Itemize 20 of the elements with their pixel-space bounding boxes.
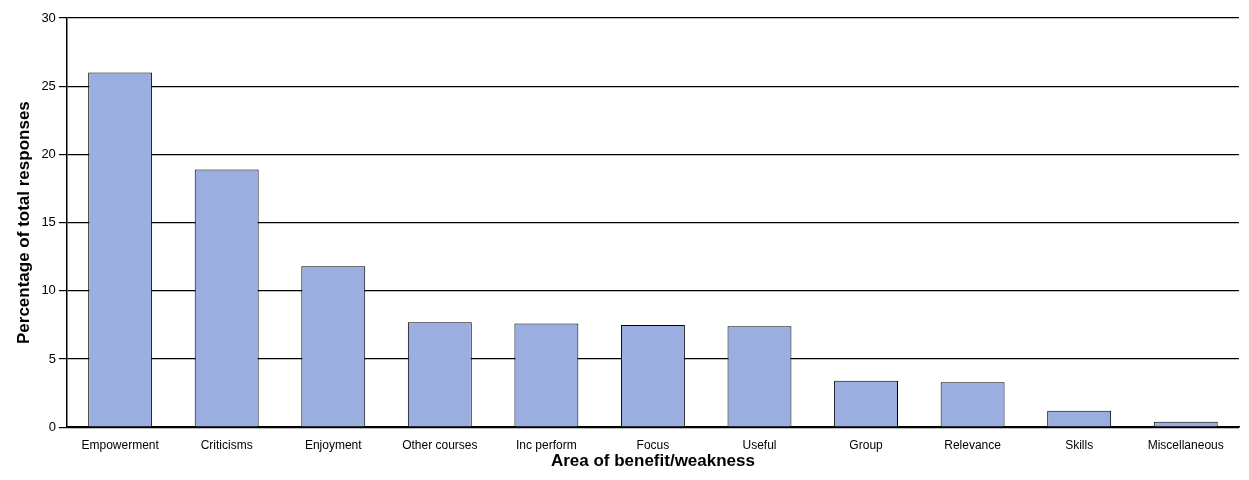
x-tick-label: Inc perform bbox=[516, 437, 577, 452]
x-tick-label: Useful bbox=[742, 437, 777, 452]
x-tick-label: Criticisms bbox=[200, 437, 253, 452]
x-tick-label: Group bbox=[849, 437, 884, 452]
x-tick-label: Miscellaneous bbox=[1147, 437, 1224, 452]
x-tick-label: Other courses bbox=[402, 437, 478, 452]
x-tick-label: Skills bbox=[1065, 437, 1094, 452]
x-axis-title: Area of benefit/weakness bbox=[550, 451, 755, 471]
y-tick-label: 30 bbox=[41, 9, 56, 25]
x-tick-label: Enjoyment bbox=[304, 437, 363, 452]
y-tick-label: 15 bbox=[41, 214, 56, 230]
y-tick-label: 0 bbox=[48, 418, 56, 434]
y-tick-label: 25 bbox=[41, 77, 56, 93]
x-tick-label: Relevance bbox=[944, 437, 1002, 452]
y-tick-label: 5 bbox=[48, 350, 56, 366]
x-tick-label: Focus bbox=[636, 437, 670, 452]
y-axis-title: Percentage of total responses bbox=[13, 101, 33, 345]
x-tick-label: Empowerment bbox=[81, 437, 160, 452]
y-tick-label: 10 bbox=[41, 282, 56, 298]
y-tick-label: 20 bbox=[41, 145, 56, 161]
